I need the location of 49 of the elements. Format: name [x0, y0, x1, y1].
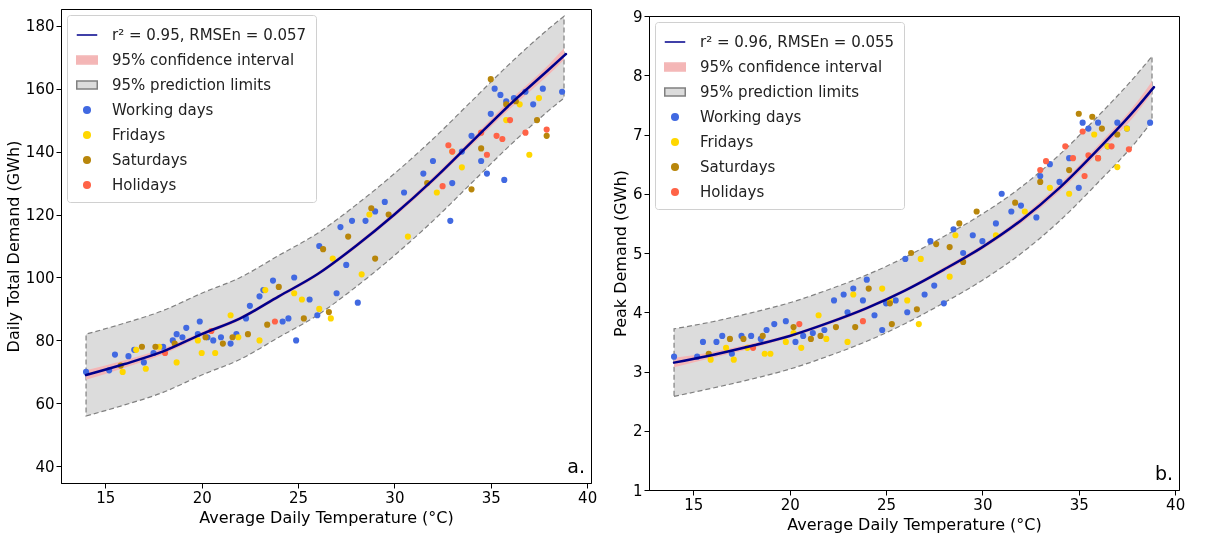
y-tick-label: 9 — [632, 7, 643, 26]
y-tick-label: 2 — [632, 422, 643, 441]
y-tick-label: 40 — [35, 457, 55, 476]
y-tick-label: 60 — [35, 394, 55, 413]
y-tick-label: 8 — [632, 66, 643, 85]
x-tick-label: 40 — [1166, 495, 1186, 514]
y-tick-label: 140 — [25, 143, 55, 162]
legend-label: Saturdays — [112, 151, 188, 169]
legend-label: 95% prediction limits — [112, 76, 272, 94]
y-tick-label: 180 — [25, 17, 55, 36]
legend-label: r² = 0.96, RMSEn = 0.055 — [700, 33, 895, 51]
x-tick-label: 30 — [973, 495, 993, 514]
legend-label: Working days — [112, 101, 214, 119]
x-tick-label: 15 — [684, 495, 704, 514]
y-axis-title: Peak Demand (GWh) — [610, 170, 630, 337]
legend-label: Fridays — [112, 126, 166, 144]
x-tick-label: 35 — [481, 488, 501, 507]
y-tick-label: 4 — [632, 303, 643, 322]
y-tick-label: 7 — [632, 126, 643, 144]
x-tick-label: 20 — [192, 488, 212, 507]
y-axis-title: Daily Total Demand (GWh) — [3, 140, 23, 353]
y-tick-label: 120 — [25, 206, 55, 225]
x-tick-label: 25 — [877, 495, 897, 514]
legend-label: 95% prediction limits — [700, 83, 860, 101]
y-tick-label: 6 — [632, 185, 643, 204]
legend-label: Fridays — [700, 133, 754, 151]
x-tick-label: 15 — [96, 488, 116, 507]
x-tick-label: 40 — [578, 488, 598, 507]
y-tick-label: 3 — [632, 363, 643, 381]
legend-label: Working days — [700, 108, 802, 126]
y-tick-label: 80 — [35, 331, 55, 350]
y-tick-label: 100 — [25, 268, 55, 287]
x-tick-label: 35 — [1069, 495, 1089, 514]
x-axis-title: Average Daily Temperature (°C) — [199, 507, 454, 527]
legend-label: Holidays — [112, 176, 177, 194]
y-tick-label: 5 — [632, 244, 643, 263]
x-tick-label: 30 — [385, 488, 405, 507]
y-tick-label: 1 — [632, 481, 643, 500]
legend-label: r² = 0.95, RMSEn = 0.057 — [112, 26, 307, 44]
legend-label: 95% confidence interval — [112, 51, 295, 69]
x-axis-title: Average Daily Temperature (°C) — [787, 514, 1042, 534]
annotation: b. — [1154, 462, 1173, 484]
x-tick-label: 25 — [289, 488, 309, 507]
legend-label: 95% confidence interval — [700, 58, 883, 76]
legend-label: Holidays — [700, 183, 765, 201]
y-tick-label: 160 — [25, 80, 55, 99]
x-tick-label: 20 — [780, 495, 800, 514]
annotation: a. — [567, 455, 585, 477]
legend-label: Saturdays — [700, 158, 776, 176]
